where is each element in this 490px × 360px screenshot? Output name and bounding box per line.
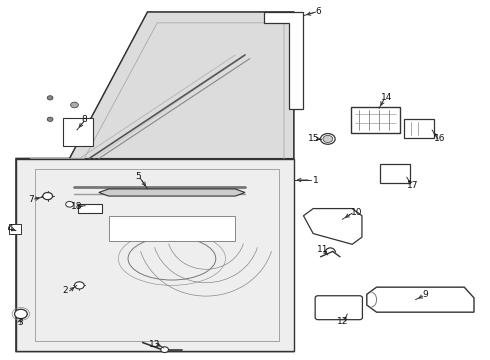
Circle shape: [15, 309, 27, 319]
Circle shape: [9, 225, 19, 232]
Polygon shape: [367, 287, 474, 312]
Circle shape: [323, 135, 333, 143]
Circle shape: [66, 202, 74, 207]
Circle shape: [71, 102, 78, 108]
FancyBboxPatch shape: [63, 118, 94, 146]
Circle shape: [161, 347, 169, 352]
Text: 8: 8: [81, 115, 87, 124]
FancyBboxPatch shape: [380, 163, 410, 183]
Text: 11: 11: [317, 245, 329, 254]
Circle shape: [47, 96, 53, 100]
Polygon shape: [109, 216, 235, 241]
FancyBboxPatch shape: [78, 203, 102, 213]
Text: 10: 10: [351, 208, 363, 217]
Text: 18: 18: [71, 202, 83, 211]
Text: 13: 13: [149, 340, 161, 349]
Polygon shape: [16, 12, 294, 351]
Text: 3: 3: [17, 318, 23, 327]
Text: 6: 6: [315, 7, 321, 16]
Text: 4: 4: [7, 224, 13, 233]
Text: 15: 15: [307, 134, 319, 143]
Text: 2: 2: [62, 286, 68, 295]
FancyBboxPatch shape: [351, 108, 400, 133]
Circle shape: [320, 134, 335, 144]
Circle shape: [74, 282, 84, 289]
Text: 14: 14: [381, 93, 392, 102]
FancyBboxPatch shape: [315, 296, 363, 320]
FancyBboxPatch shape: [9, 224, 21, 234]
Circle shape: [47, 117, 53, 121]
Text: 16: 16: [434, 134, 445, 143]
Text: 5: 5: [135, 172, 141, 181]
FancyBboxPatch shape: [404, 119, 434, 138]
Polygon shape: [16, 12, 294, 158]
Polygon shape: [303, 208, 362, 244]
Text: 12: 12: [337, 316, 348, 325]
Circle shape: [43, 193, 52, 200]
Polygon shape: [16, 158, 294, 351]
Polygon shape: [99, 189, 245, 196]
Text: 9: 9: [422, 290, 428, 299]
Text: 1: 1: [313, 176, 318, 185]
Text: 17: 17: [407, 181, 419, 190]
Text: 7: 7: [28, 195, 33, 204]
Polygon shape: [265, 12, 303, 109]
